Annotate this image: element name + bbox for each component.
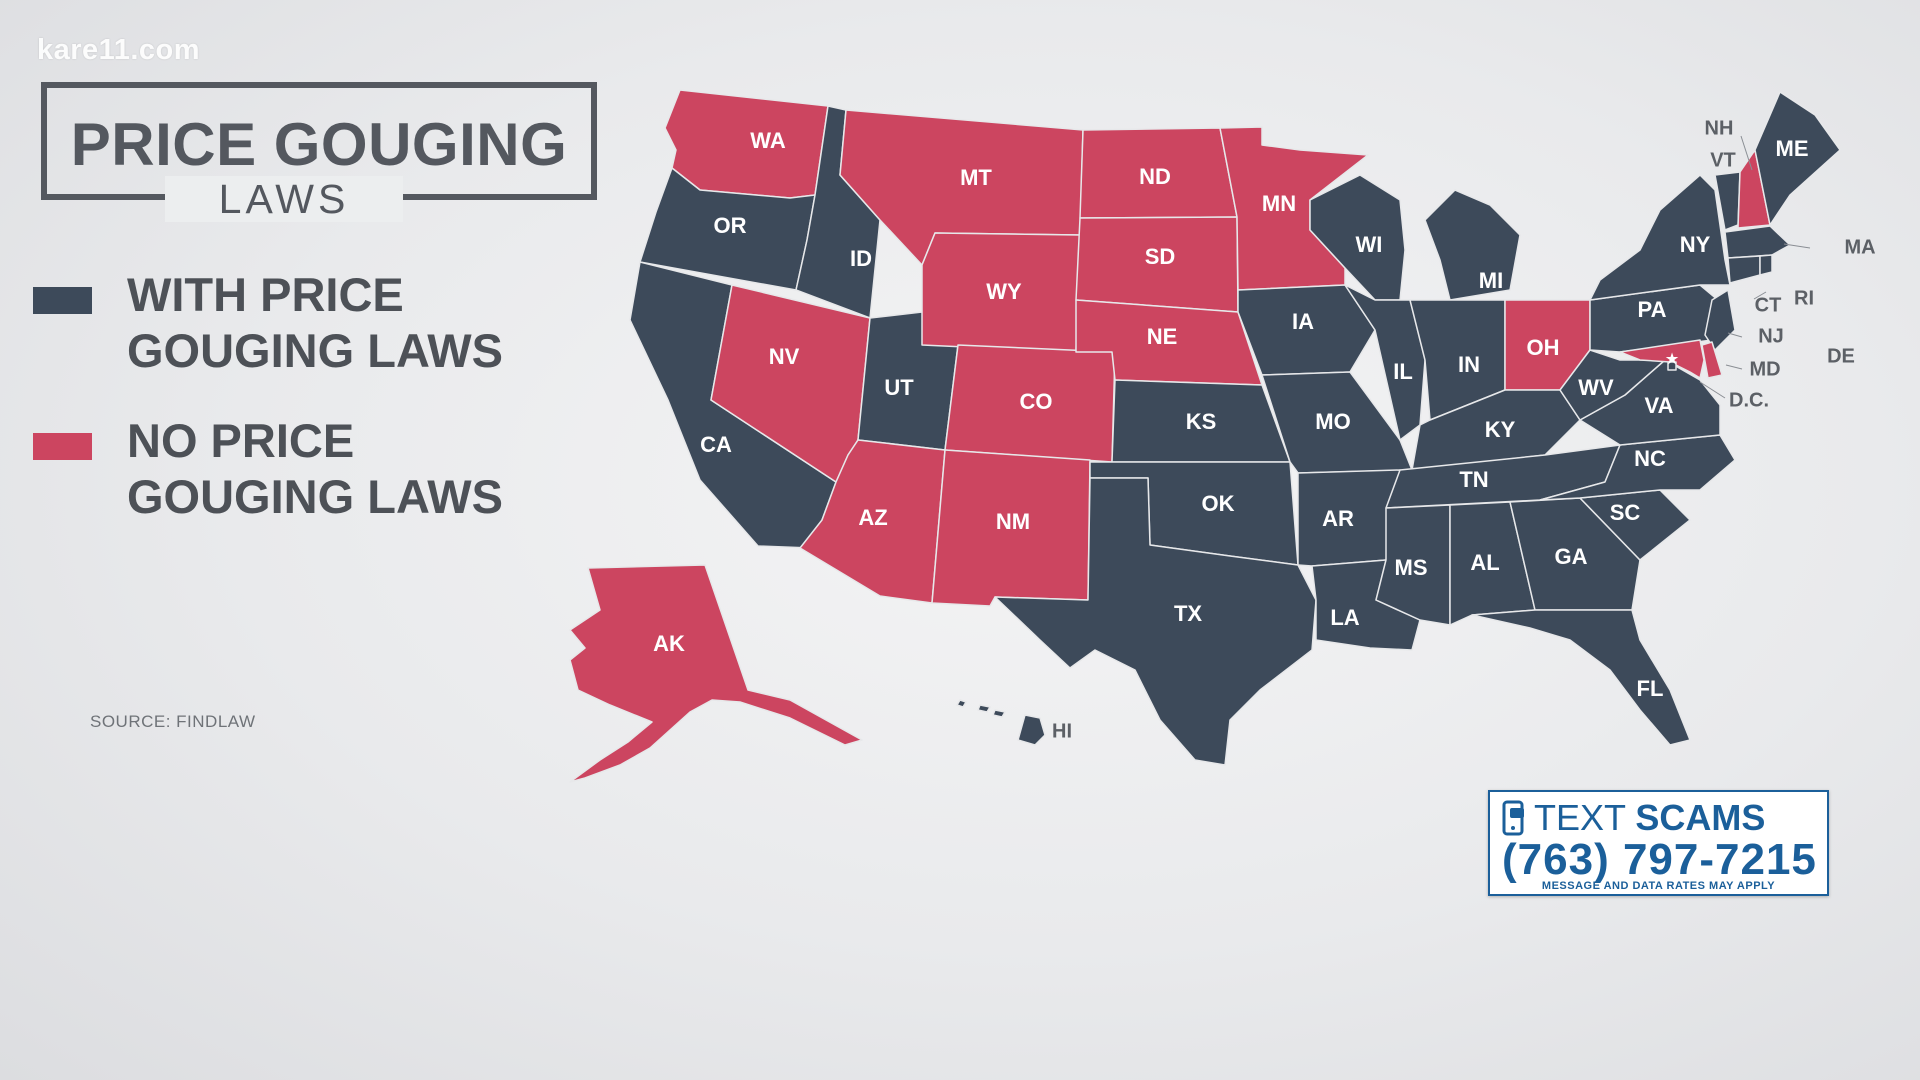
label-mo: MO bbox=[1315, 409, 1350, 434]
station-watermark: kare11.com bbox=[37, 34, 201, 66]
label-ar: AR bbox=[1322, 506, 1354, 531]
promo-title-bold: SCAMS bbox=[1635, 797, 1766, 838]
state-nj bbox=[1704, 289, 1736, 351]
label-ga: GA bbox=[1555, 544, 1588, 569]
label-va: VA bbox=[1645, 393, 1674, 418]
capital-star-icon: ★ bbox=[1666, 351, 1679, 367]
label-nh: NH bbox=[1705, 117, 1734, 139]
state-md bbox=[1619, 339, 1705, 379]
label-mt: MT bbox=[960, 165, 992, 190]
label-mn: MN bbox=[1262, 191, 1296, 216]
state-ma bbox=[1724, 225, 1791, 259]
phone-chat-icon bbox=[1502, 800, 1524, 836]
label-il: IL bbox=[1393, 359, 1413, 384]
label-me: ME bbox=[1776, 136, 1809, 161]
label-al: AL bbox=[1470, 550, 1499, 575]
state-mi bbox=[1424, 189, 1521, 301]
label-dc: D.C. bbox=[1729, 389, 1769, 411]
label-md: MD bbox=[1749, 358, 1780, 380]
promo-disclaimer: MESSAGE AND DATA RATES MAY APPLY bbox=[1541, 880, 1776, 892]
label-oh: OH bbox=[1527, 335, 1560, 360]
label-ny: NY bbox=[1680, 232, 1711, 257]
label-nd: ND bbox=[1139, 164, 1171, 189]
label-ms: MS bbox=[1395, 555, 1428, 580]
state-de bbox=[1701, 341, 1723, 379]
label-hi: HI bbox=[1052, 720, 1072, 742]
state-fl bbox=[1471, 609, 1691, 746]
state-hi bbox=[956, 699, 1046, 746]
state-il bbox=[1344, 284, 1426, 441]
label-pa: PA bbox=[1638, 297, 1667, 322]
label-ia: IA bbox=[1292, 309, 1314, 334]
label-ut: UT bbox=[884, 375, 914, 400]
label-co: CO bbox=[1020, 389, 1053, 414]
legend-swatch-with-laws bbox=[33, 287, 92, 314]
label-ma: MA bbox=[1844, 236, 1875, 258]
state-ri bbox=[1759, 254, 1773, 276]
label-or: OR bbox=[714, 213, 747, 238]
text-scams-promo: TEXT SCAMS (763) 797-7215 MESSAGE AND DA… bbox=[1488, 790, 1829, 896]
legend-label-with-laws: WITH PRICE GOUGING LAWS bbox=[127, 268, 503, 377]
label-tn: TN bbox=[1459, 467, 1488, 492]
label-in: IN bbox=[1458, 352, 1480, 377]
label-ok: OK bbox=[1202, 491, 1235, 516]
label-vt: VT bbox=[1710, 149, 1736, 171]
label-fl: FL bbox=[1637, 676, 1664, 701]
label-tx: TX bbox=[1174, 601, 1202, 626]
label-de: DE bbox=[1827, 345, 1855, 367]
state-ny bbox=[1589, 174, 1731, 301]
legend-swatch-no-laws bbox=[33, 433, 92, 460]
label-mi: MI bbox=[1479, 268, 1503, 293]
label-ri: RI bbox=[1794, 287, 1814, 309]
label-ct: CT bbox=[1755, 294, 1782, 316]
label-ca: CA bbox=[700, 432, 732, 457]
leader-lines bbox=[1699, 135, 1811, 399]
page-subtitle: LAWS bbox=[218, 176, 350, 222]
page-title: PRICE GOUGING bbox=[70, 111, 568, 178]
label-ak: AK bbox=[653, 631, 685, 656]
label-la: LA bbox=[1330, 605, 1359, 630]
state-me bbox=[1754, 91, 1841, 226]
label-id: ID bbox=[850, 246, 872, 271]
label-wi: WI bbox=[1356, 232, 1383, 257]
legend-label-no-laws: NO PRICE GOUGING LAWS bbox=[127, 414, 503, 523]
subtitle-wrap: LAWS bbox=[165, 176, 403, 222]
state-tx bbox=[994, 477, 1317, 766]
source-note: SOURCE: FINDLAW bbox=[90, 712, 256, 731]
label-ky: KY bbox=[1485, 417, 1516, 442]
state-dc bbox=[1667, 361, 1677, 371]
label-nv: NV bbox=[769, 344, 800, 369]
promo-phone-number: (763) 797-7215 bbox=[1502, 835, 1817, 884]
promo-title-prefix: TEXT bbox=[1534, 797, 1636, 838]
state-ak bbox=[569, 564, 863, 783]
label-nm: NM bbox=[996, 509, 1030, 534]
label-wa: WA bbox=[750, 128, 786, 153]
state-nc bbox=[1539, 434, 1736, 501]
label-wy: WY bbox=[986, 279, 1022, 304]
label-ne: NE bbox=[1147, 324, 1178, 349]
label-nc: NC bbox=[1634, 446, 1666, 471]
label-sc: SC bbox=[1610, 500, 1641, 525]
label-ks: KS bbox=[1186, 409, 1217, 434]
label-wv: WV bbox=[1578, 375, 1614, 400]
state-ct bbox=[1727, 255, 1761, 284]
promo-title: TEXT SCAMS bbox=[1534, 798, 1765, 838]
label-az: AZ bbox=[858, 505, 887, 530]
label-sd: SD bbox=[1145, 244, 1176, 269]
label-nj: NJ bbox=[1758, 325, 1784, 347]
